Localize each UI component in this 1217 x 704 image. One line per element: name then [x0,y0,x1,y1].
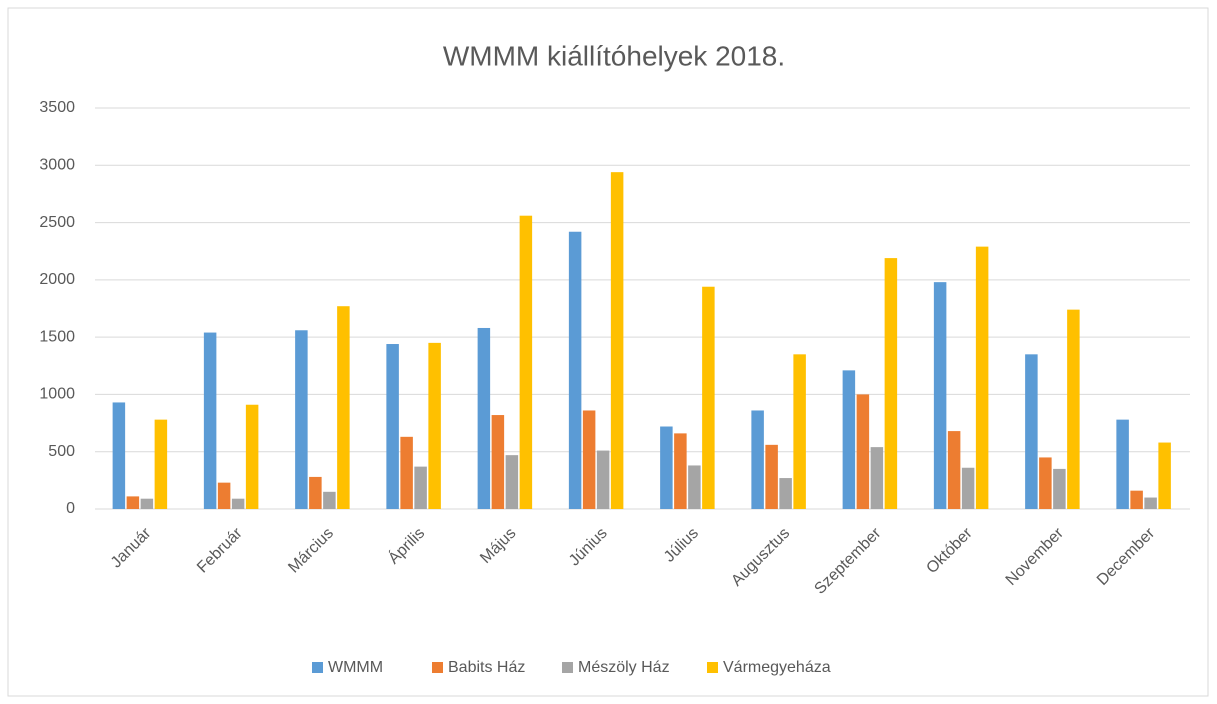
bar [477,327,491,509]
bar [519,215,533,509]
bar [1025,354,1038,509]
legend-swatch [432,662,443,673]
bar [231,498,245,509]
bar [674,433,687,509]
y-tick-label: 0 [66,500,75,517]
legend-swatch [562,662,573,673]
bar [568,231,582,510]
bar [975,246,989,510]
bar [779,478,792,509]
bar [295,330,308,509]
legend-swatch [707,662,718,673]
bar [323,491,336,509]
bar [582,410,596,509]
legend-swatch [312,662,323,673]
chart-border [7,7,1209,697]
bar [702,286,715,509]
bar [112,402,126,509]
y-tick-label: 1000 [39,386,75,403]
bar [1144,497,1157,509]
bar [842,370,856,509]
bar [751,410,764,509]
y-tick-label: 2500 [39,214,75,231]
bar [610,172,624,509]
y-tick-label: 3000 [39,157,75,174]
bar [1067,309,1080,509]
bar [1039,457,1052,509]
legend-label: Mészöly Ház [578,659,670,676]
y-tick-label: 3500 [39,99,75,116]
bar [400,436,413,509]
bar [856,394,870,509]
bar [1130,490,1143,509]
legend-label: Vármegyeháza [723,659,831,676]
bar [1116,419,1129,509]
bar [337,306,350,509]
y-tick-label: 1500 [39,328,75,345]
bar [245,404,259,509]
bar [203,332,217,509]
chart-title: WMMM kiállítóhelyek 2018. [443,40,785,71]
y-tick-label: 500 [48,443,75,460]
bar [688,465,701,509]
bar [596,450,610,509]
bar [933,282,947,509]
bar [660,426,673,509]
bar [309,476,322,509]
bar [140,498,154,509]
bar [765,444,778,509]
bar [505,455,519,509]
bar [1053,468,1066,509]
y-tick-label: 2000 [39,271,75,288]
bar [1158,442,1171,509]
bar [870,447,884,509]
bar [961,467,975,509]
bar [947,431,961,509]
bar [491,415,505,509]
bar [217,482,231,509]
bar [154,419,168,509]
bar [414,466,427,509]
bar [884,258,898,509]
legend-label: Babits Ház [448,659,525,676]
legend-label: WMMM [328,659,383,676]
bar [386,344,399,509]
bar [126,496,140,509]
bar [793,354,806,509]
bar [428,342,441,509]
